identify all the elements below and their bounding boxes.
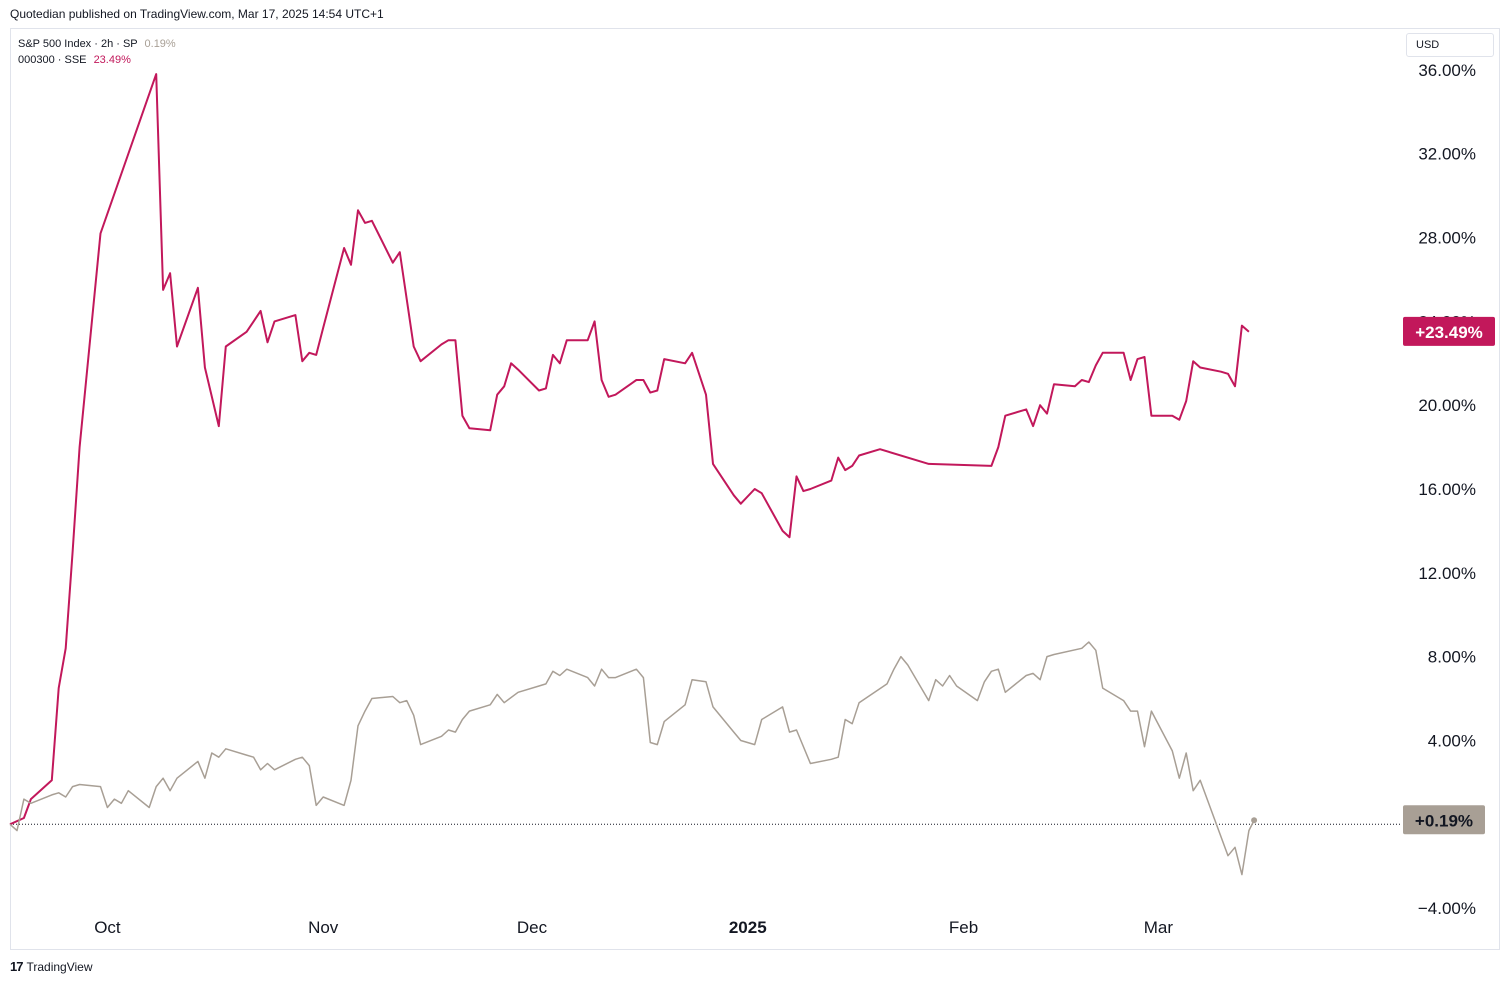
currency-button[interactable]: USD (1406, 33, 1494, 57)
y-tick-label: 4.00% (1428, 731, 1476, 750)
y-tick-label: −4.00% (1418, 899, 1476, 918)
chart-svg[interactable]: 36.00%32.00%28.00%24.00%20.00%16.00%12.0… (0, 0, 1510, 950)
price-labels: +23.49% +0.19% (1403, 316, 1495, 835)
x-tick-label: Oct (94, 918, 121, 937)
chart-frame (10, 28, 1500, 950)
series-line-sp500[interactable] (9, 641, 1255, 876)
legend-sse-name: 000300 · SSE (18, 54, 87, 66)
series-endpoint-sp500 (1251, 817, 1258, 824)
publish-info: Quotedian published on TradingView.com, … (10, 7, 384, 21)
price-label-sp500: +0.19% (1415, 811, 1473, 830)
x-tick-label: Dec (517, 918, 548, 937)
legend-sp500-name: S&P 500 Index · 2h · SP (18, 38, 138, 50)
y-tick-label: 32.00% (1418, 145, 1476, 164)
price-label-sse: +23.49% (1415, 323, 1483, 342)
tradingview-logo-icon[interactable]: 17 (10, 959, 24, 974)
legend-sse-value: 23.49% (93, 54, 131, 66)
y-tick-label: 36.00% (1418, 61, 1476, 80)
y-tick-label: 12.00% (1418, 564, 1476, 583)
x-tick-label: Feb (949, 918, 978, 937)
x-tick-label: 2025 (729, 918, 767, 937)
x-axis[interactable]: Oct Nov Dec 2025 Feb Mar (94, 918, 1173, 937)
y-tick-label: 8.00% (1428, 648, 1476, 667)
legend-sp500[interactable]: S&P 500 Index · 2h · SP 0.19% (18, 36, 176, 52)
x-tick-label: Mar (1144, 918, 1174, 937)
footer-brand[interactable]: TradingView (26, 959, 93, 974)
x-tick-label: Nov (308, 918, 339, 937)
y-tick-label: 28.00% (1418, 229, 1476, 248)
legend: S&P 500 Index · 2h · SP 0.19% 000300 · S… (18, 36, 176, 68)
series-layer (9, 73, 1258, 876)
price-label-box-sp500 (1403, 805, 1485, 835)
y-axis[interactable]: 36.00%32.00%28.00%24.00%20.00%16.00%12.0… (1418, 61, 1476, 918)
footer: 17 TradingView (10, 959, 93, 974)
legend-sp500-value: 0.19% (144, 38, 176, 50)
y-tick-label: 20.00% (1418, 396, 1476, 415)
legend-sse[interactable]: 000300 · SSE 23.49% (18, 52, 176, 68)
y-tick-label: 16.00% (1418, 480, 1476, 499)
series-line-sse[interactable] (9, 73, 1250, 826)
price-label-box-sse (1403, 316, 1495, 346)
